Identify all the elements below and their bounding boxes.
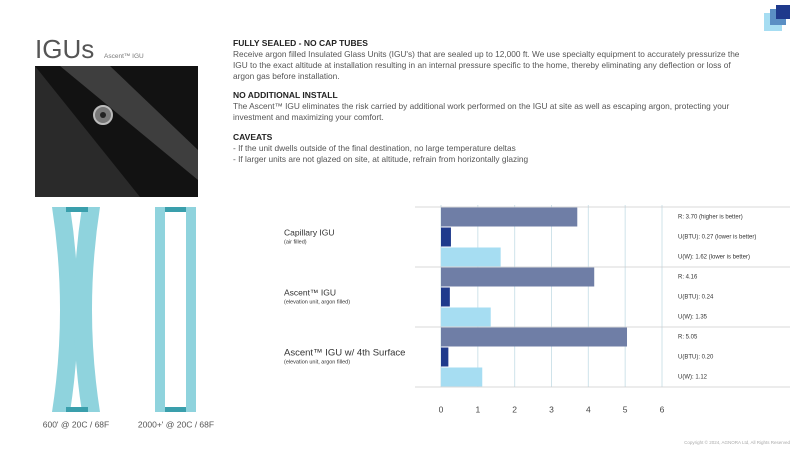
value-label: U(W): 1.62 (lower is better) [678,255,750,261]
section-heading: CAVEATS [233,132,273,142]
category-label: Ascent™ IGU w/ 4th Surface [284,348,405,359]
spacer [66,407,88,412]
photo-valve-core [100,112,106,118]
section-body: Receive argon filled Insulated Glass Uni… [233,49,740,81]
caveat: If the unit dwells outside of the final … [233,143,753,154]
section: FULLY SEALED - NO CAP TUBES Receive argo… [233,38,753,82]
bar [441,287,450,307]
category-note: (air filled) [284,239,307,245]
x-tick-label: 1 [475,404,480,414]
category-note: (elevation unit, argon filled) [284,359,350,365]
x-tick-label: 4 [586,404,591,414]
bar [441,307,491,327]
x-tick-label: 6 [660,404,665,414]
x-tick-label: 0 [439,404,444,414]
section-body: The Ascent™ IGU eliminates the risk carr… [233,101,730,122]
value-label: U(W): 1.35 [678,315,708,321]
x-tick-label: 3 [549,404,554,414]
bar [441,347,449,367]
value-label: U(BTU): 0.24 [678,295,714,301]
category-label: Capillary IGU [284,227,335,237]
pane [186,207,196,412]
value-label: R: 4.16 [678,275,698,281]
bar [441,267,595,287]
value-label: U(W): 1.12 [678,375,708,381]
pane [74,207,100,412]
pane [52,207,78,412]
category-label: Ascent™ IGU [284,287,336,297]
title: IGUs [35,34,95,64]
value-label: U(BTU): 0.20 [678,355,714,361]
logo [776,5,790,19]
diagram-caption: 2000+' @ 20C / 68F [138,419,214,429]
footer: Copyright © 2024, AGNORA Ltd, All Rights… [684,439,790,445]
value-label: R: 3.70 (higher is better) [678,215,743,221]
value-label: U(BTU): 0.27 (lower is better) [678,235,756,241]
value-label: R: 5.05 [678,335,698,341]
bar [441,247,501,267]
x-tick-label: 2 [512,404,517,414]
section-heading: FULLY SEALED - NO CAP TUBES [233,38,368,48]
bar [441,227,451,247]
caveat: If larger units are not glazed on site, … [233,154,753,165]
caveat-list: If the unit dwells outside of the final … [233,143,753,165]
spacer [66,207,88,212]
bar [441,327,628,347]
section: CAVEATS If the unit dwells outside of th… [233,132,753,165]
section-heading: NO ADDITIONAL INSTALL [233,90,338,100]
photo-frame [35,66,198,197]
photo-band [60,66,198,180]
spacer [165,407,186,412]
spacer [165,207,186,212]
pane [155,207,165,412]
category-note: (elevation unit, argon filled) [284,299,350,305]
x-tick-label: 5 [623,404,628,414]
bar [441,367,483,387]
section: NO ADDITIONAL INSTALL The Ascent™ IGU el… [233,90,753,123]
diagram-caption: 600' @ 20C / 68F [43,419,109,429]
subtitle: Ascent™ IGU [104,53,144,60]
bar [441,207,578,227]
